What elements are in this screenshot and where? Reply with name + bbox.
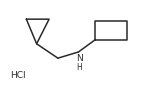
Text: N: N [76,54,82,63]
Text: HCl: HCl [10,71,25,80]
Text: H: H [76,63,82,72]
